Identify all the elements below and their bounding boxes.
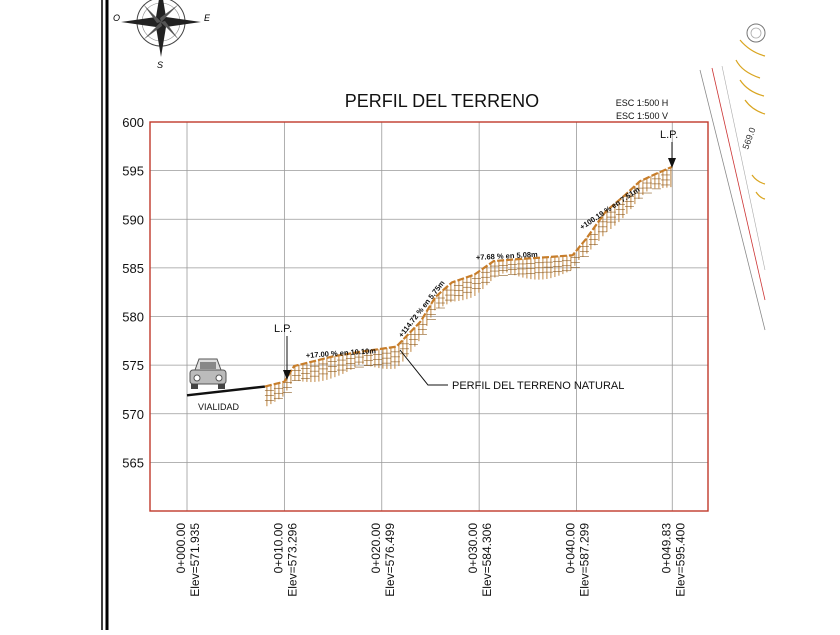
lp-start-label: L.P. (274, 323, 292, 335)
road-line (186, 385, 266, 397)
station-label: 0+049.83 (659, 523, 673, 574)
y-axis-ticks: 600 595 590 585 580 575 570 565 (122, 115, 144, 470)
scale-horizontal: ESC 1:500 H (616, 98, 669, 108)
station-elevation-label: Elev=587.299 (578, 523, 592, 597)
y-tick-label: 580 (122, 310, 144, 325)
y-tick-label: 575 (122, 358, 144, 373)
terrain-hatching (264, 167, 672, 407)
terrain-profile-line (264, 165, 673, 388)
station-labels: 0+000.00 Elev=571.935 0+010.00 Elev=573.296… (174, 523, 687, 597)
station-label: 0+020.00 (369, 523, 383, 574)
y-tick-label: 600 (122, 115, 144, 130)
lp-end-marker: L.P. (660, 129, 678, 168)
station-label: 0+040.00 (564, 523, 578, 574)
profile-callout-label: PERFIL DEL TERRENO NATURAL (452, 380, 624, 392)
station-elevation-label: Elev=584.306 (480, 523, 494, 597)
compass-south-label: S (157, 60, 163, 70)
station-elevation-label: Elev=573.296 (285, 523, 299, 597)
slope-label-4: +100.19 % en 7.51m (578, 185, 642, 232)
grid (150, 122, 708, 511)
compass-west-label: O (113, 13, 120, 23)
profile-lines (186, 165, 673, 397)
slope-label-3: +7.68 % en 5.08m (476, 250, 539, 262)
station-elevation-label: Elev=576.499 (383, 523, 397, 597)
y-tick-label: 570 (122, 407, 144, 422)
lp-start-marker: L.P. (274, 323, 292, 380)
scale-vertical: ESC 1:500 V (616, 111, 668, 121)
map-fragment: 569.0 (699, 23, 766, 331)
station-label: 0+010.00 (271, 523, 285, 574)
plot-frame (149, 121, 709, 512)
station-elevation-label: Elev=595.400 (673, 523, 687, 597)
compass-east-label: E (204, 13, 211, 23)
slope-label-2: +114.72 % en 5.75m (396, 278, 446, 339)
station-label: 0+000.00 (174, 523, 188, 574)
map-contour-label: 569.0 (740, 126, 757, 151)
drawing-title: PERFIL DEL TERRENO (345, 91, 539, 111)
y-tick-label: 585 (122, 261, 144, 276)
car-icon (189, 358, 227, 389)
compass-rose-icon: O E S (113, 0, 211, 70)
station-label: 0+030.00 (466, 523, 480, 574)
slope-label-1: +17.00 % en 10.10m (306, 346, 377, 360)
station-elevation-label: Elev=571.935 (188, 523, 202, 597)
y-tick-label: 565 (122, 455, 144, 470)
lp-end-label: L.P. (660, 129, 678, 141)
profile-callout: PERFIL DEL TERRENO NATURAL (399, 349, 624, 392)
y-tick-label: 590 (122, 212, 144, 227)
road-label: VIALIDAD (198, 402, 240, 412)
y-tick-label: 595 (122, 164, 144, 179)
